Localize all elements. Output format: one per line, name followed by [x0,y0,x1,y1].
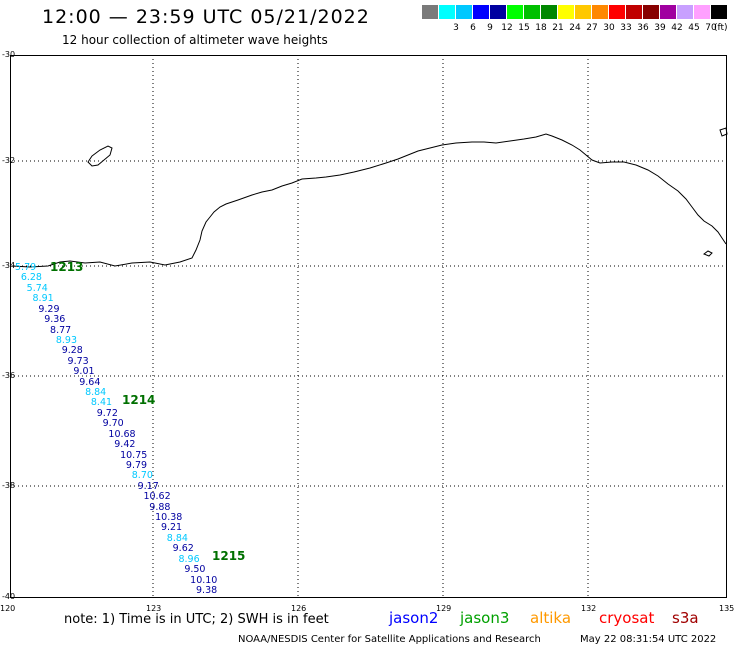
wave-height-label: 9.28 [61,345,83,357]
wave-height-label: 8.91 [32,293,54,305]
legend-label: 27 [586,23,598,33]
legend-swatch [524,5,540,19]
wave-height-label: 9.29 [38,303,60,315]
legend-label: 36 [637,23,649,33]
wave-height-label: 10.62 [143,491,171,503]
wave-height-label: 9.17 [137,480,159,492]
legend-label: 42 [671,23,683,33]
legend-swatch [677,5,693,19]
longitude-label: 132 [581,604,597,613]
wave-height-label: 8.84 [166,532,188,544]
legend-swatch [660,5,676,19]
wave-height-label: 9.42 [114,439,136,451]
map-title: 12:00 — 23:59 UTC 05/21/2022 [42,6,370,28]
longitude-label: 129 [436,604,452,613]
map-frame [10,55,727,598]
wave-height-label: 9.72 [96,407,118,419]
legend-swatch [609,5,625,19]
wave-height-label: 9.36 [44,314,66,326]
wave-height-label: 9.50 [184,564,206,576]
satellite-name: jason2 [389,609,439,627]
wave-height-label: 9.88 [149,501,171,513]
legend-label: 39 [654,23,666,33]
generated-timestamp: May 22 08:31:54 UTC 2022 [580,634,717,645]
legend-label: 33 [620,23,632,33]
wave-height-label: 9.79 [125,459,148,471]
legend-swatch [575,5,591,19]
wave-height-label: 5.74 [26,282,48,294]
legend-swatch [711,5,727,19]
wave-height-label: 8.84 [85,387,107,399]
wave-height-label: 8.96 [178,553,200,565]
longitude-label: 126 [291,604,307,613]
legend-label: 24 [569,23,581,33]
satellite-name: altika [530,609,572,627]
legend-swatch [694,5,710,19]
longitude-label: 120 [0,604,16,613]
wave-height-label: 9.70 [102,418,124,430]
legend-label: 15 [518,23,530,33]
legend-swatch [422,5,438,19]
legend-swatch [473,5,489,19]
wave-height-label: 8.41 [90,397,113,409]
latitude-label: -38 [2,481,16,490]
kangaroo-island-coastline [702,250,713,257]
latitude-label: -32 [2,156,16,165]
legend-swatch [507,5,523,19]
wave-height-label: 8.70 [131,470,153,482]
wave-height-label: 6.28 [20,272,42,284]
pass-time-label: 1215 [212,549,246,563]
satellite-name: cryosat [599,609,655,627]
legend-swatch [541,5,557,19]
wave-height-label: 9.21 [160,522,183,534]
legend-label: 30 [603,23,615,33]
legend-label: 45 [688,23,700,33]
wave-height-label: 9.01 [73,366,95,378]
wave-height-label: 8.77 [50,324,72,336]
wave-height-label: 8.93 [55,334,78,346]
footnote: note: 1) Time is in UTC; 2) SWH is in fe… [64,612,329,627]
satellite-name: s3a [672,609,699,627]
island-coastline-west [87,145,113,167]
legend-label: 9 [487,23,493,33]
legend-swatch [592,5,608,19]
legend-label: 3 [453,23,459,33]
wave-height-label: 5.79 [15,262,37,273]
island-coastline-right [719,127,728,137]
legend-swatch [643,5,659,19]
legend-label: 6 [470,23,476,33]
latitude-label: -30 [2,50,16,59]
lat-lon-grid [10,55,726,597]
legend-label: 12 [501,23,513,33]
australia-south-coastline [11,133,727,268]
map-subtitle: 12 hour collection of altimeter wave hei… [62,33,328,47]
legend-label: 18 [535,23,547,33]
legend-label: 70 [705,23,717,33]
legend-swatch [490,5,506,19]
wave-height-label: 9.64 [79,376,101,388]
wave-height-label: 9.73 [67,355,89,367]
wave-height-label: 10.68 [108,428,136,440]
legend-swatch [456,5,472,19]
credit-line: NOAA/NESDIS Center for Satellite Applica… [238,634,541,645]
legend-swatch [558,5,574,19]
latitude-label: -34 [2,261,16,270]
legend-swatch [439,5,455,19]
wave-height-label: 9.62 [172,543,194,555]
wave-height-label: 10.38 [155,512,183,524]
satellite-name: jason3 [460,609,510,627]
latitude-label: -40 [2,592,16,601]
wave-height-label: 10.10 [190,574,218,586]
longitude-label: 123 [146,604,162,613]
legend-swatch [626,5,642,19]
wave-height-label: 10.75 [120,449,148,461]
latitude-label: -36 [2,371,16,380]
legend-unit: (ft) [714,23,728,33]
pass-time-label: 1213 [50,260,84,274]
pass-time-label: 1214 [122,393,156,407]
longitude-label: 135 [719,604,735,613]
wave-height-label: 9.38 [196,585,218,596]
legend-label: 21 [552,23,564,33]
